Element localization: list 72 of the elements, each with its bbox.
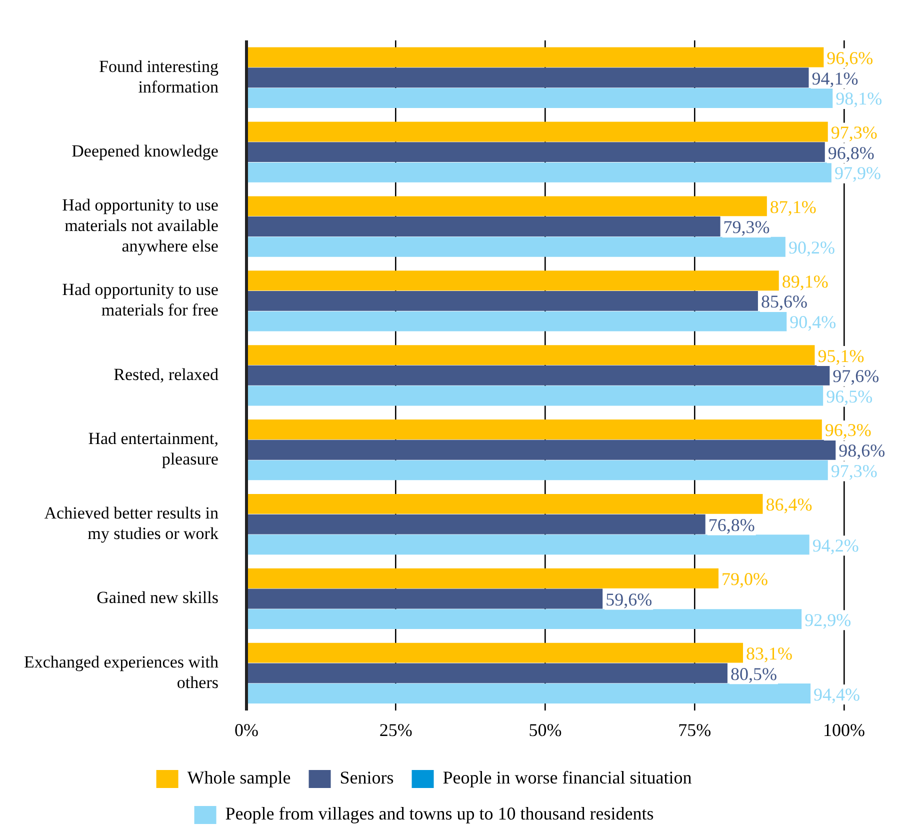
bar bbox=[248, 47, 824, 68]
bar bbox=[248, 270, 779, 291]
data-label: 85,6% bbox=[760, 292, 808, 312]
data-label: 79,3% bbox=[723, 217, 770, 238]
data-label: 89,1% bbox=[782, 271, 828, 292]
bar bbox=[248, 216, 720, 236]
bar bbox=[248, 345, 815, 366]
x-tick-label: 100% bbox=[823, 720, 865, 740]
bar bbox=[248, 588, 603, 609]
y-tick-label: Gained new skills bbox=[96, 588, 218, 608]
bar bbox=[248, 420, 822, 440]
y-tick-label: Achieved better results in my studies or work bbox=[44, 504, 219, 543]
y-tick-label: Rested, relaxed bbox=[114, 364, 219, 384]
data-label: 86,4% bbox=[766, 494, 812, 515]
bar bbox=[248, 365, 830, 386]
y-tick-label: Had entertainment, pleasure bbox=[88, 429, 218, 469]
y-tick-label: Had opportunity to use materials not available anywhere else bbox=[62, 196, 218, 256]
bar bbox=[248, 460, 828, 480]
bar bbox=[248, 684, 811, 704]
x-tick-label: 0% bbox=[234, 720, 258, 740]
legend-label: Whole sample bbox=[187, 768, 291, 788]
bar bbox=[248, 494, 763, 514]
data-label: 96,5% bbox=[826, 386, 873, 406]
data-label: 59,6% bbox=[606, 589, 652, 610]
x-tick-label: 75% bbox=[678, 720, 712, 740]
data-label: 96,8% bbox=[828, 142, 874, 163]
data-label: 97,9% bbox=[834, 163, 881, 184]
data-label: 94,1% bbox=[812, 68, 858, 88]
bar bbox=[248, 609, 802, 630]
data-label: 96,3% bbox=[824, 420, 872, 440]
x-tick-label: 25% bbox=[379, 720, 412, 740]
data-label: 90,2% bbox=[788, 238, 835, 258]
bar bbox=[248, 440, 836, 460]
data-label: 97,3% bbox=[830, 122, 878, 142]
data-label: 83,1% bbox=[746, 644, 793, 664]
data-label: 80,5% bbox=[730, 664, 777, 684]
y-tick-label: Exchanged experiences with others bbox=[24, 652, 219, 692]
bar bbox=[248, 663, 728, 684]
bar bbox=[248, 142, 825, 162]
bar bbox=[248, 568, 719, 588]
data-label: 94,2% bbox=[812, 535, 859, 556]
data-label: 87,1% bbox=[770, 196, 816, 217]
bar bbox=[248, 122, 828, 142]
data-label: 95,1% bbox=[818, 346, 864, 366]
bar bbox=[248, 290, 758, 311]
y-tick-label: Had opportunity to use materials for free bbox=[62, 280, 218, 320]
legend-label: Seniors bbox=[340, 768, 394, 788]
data-label: 79,0% bbox=[722, 569, 768, 590]
bar bbox=[248, 514, 706, 534]
y-tick-label: Deepened knowledge bbox=[72, 142, 218, 161]
bar bbox=[248, 68, 809, 88]
bar bbox=[248, 311, 787, 332]
x-tick-label: 50% bbox=[528, 720, 562, 740]
bar bbox=[248, 642, 744, 663]
data-label: 94,4% bbox=[814, 684, 860, 704]
bar bbox=[248, 236, 786, 257]
bar bbox=[248, 196, 767, 216]
data-label: 97,3% bbox=[830, 460, 878, 481]
bar bbox=[248, 386, 824, 406]
legend-label: People from villages and towns up to 10 thousand residents bbox=[225, 804, 654, 824]
bar bbox=[248, 534, 810, 555]
bar bbox=[248, 162, 832, 182]
data-label: 76,8% bbox=[708, 515, 755, 536]
data-label: 96,6% bbox=[826, 48, 874, 68]
data-label: 92,9% bbox=[804, 610, 852, 630]
legend-label: People in worse financial situation bbox=[442, 768, 692, 788]
data-label: 98,1% bbox=[836, 88, 882, 109]
bar bbox=[248, 88, 833, 108]
y-tick-label: Found interesting information bbox=[99, 56, 219, 96]
data-label: 98,6% bbox=[838, 440, 886, 461]
data-label: 97,6% bbox=[832, 366, 880, 386]
data-label: 90,4% bbox=[790, 312, 836, 332]
